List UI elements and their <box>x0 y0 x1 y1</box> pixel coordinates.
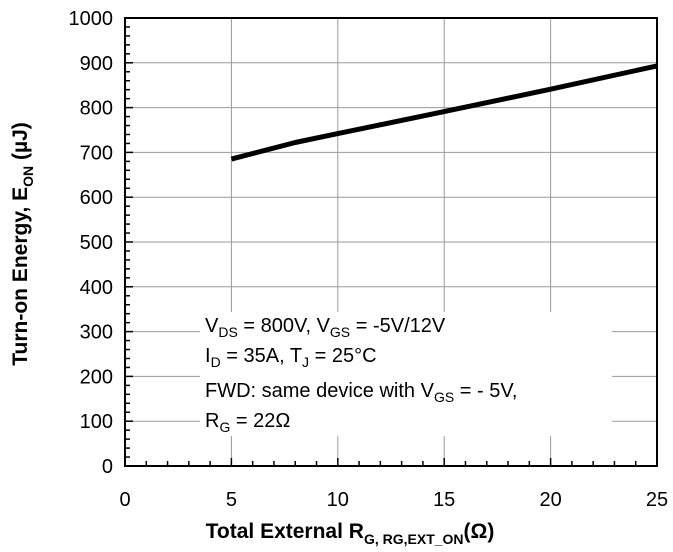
y-tick-label: 600 <box>80 187 113 209</box>
x-tick-label: 5 <box>226 489 237 511</box>
x-axis-title-main: Total External R <box>206 520 364 543</box>
y-axis-title-sub: ON <box>20 166 36 187</box>
y-axis-title-main: Turn-on Energy, E <box>9 187 32 366</box>
y-tick-label: 800 <box>80 98 113 120</box>
annotation: VDS = 800V, VGS = -5V/12V ID = 35A, TJ =… <box>200 312 612 436</box>
annotation-line-3: FWD: same device with VGS = - 5V, <box>205 380 517 405</box>
annotation-line-1: VDS = 800V, VGS = -5V/12V <box>205 315 446 340</box>
x-axis-title-sub: G, RG,EXT_ON <box>364 531 464 547</box>
y-tick-label: 500 <box>80 232 113 254</box>
series-line <box>230 63 658 162</box>
series <box>230 63 658 162</box>
y-axis-title-unit: (µJ) <box>9 122 32 166</box>
x-tick-label: 25 <box>646 489 668 511</box>
annotation-line-4: RG = 22Ω <box>205 410 290 435</box>
x-axis-title: Total External RG, RG,EXT_ON(Ω) <box>206 520 495 547</box>
x-tick-label: 15 <box>433 489 455 511</box>
y-tick-label: 1000 <box>69 8 114 30</box>
x-tick-label: 20 <box>539 489 561 511</box>
minor-ticks <box>124 17 658 467</box>
y-tick-label: 0 <box>102 456 113 478</box>
y-tick-labels: 0 100 200 300 400 500 600 700 800 900 1000 <box>69 8 114 478</box>
x-tick-label: 10 <box>327 489 349 511</box>
annotation-line-2: ID = 35A, TJ = 25°C <box>205 345 377 370</box>
x-tick-labels: 0 5 10 15 20 25 <box>119 489 668 511</box>
y-tick-label: 900 <box>80 53 113 75</box>
x-tick-label: 0 <box>119 489 130 511</box>
y-tick-label: 400 <box>80 277 113 299</box>
y-tick-label: 700 <box>80 142 113 164</box>
annotation-background <box>200 312 612 436</box>
y-tick-label: 300 <box>80 322 113 344</box>
y-tick-label: 200 <box>80 366 113 388</box>
y-axis-title: Turn-on Energy, EON (µJ) <box>9 122 36 366</box>
y-tick-label: 100 <box>80 411 113 433</box>
x-axis-title-unit: (Ω) <box>464 520 495 543</box>
